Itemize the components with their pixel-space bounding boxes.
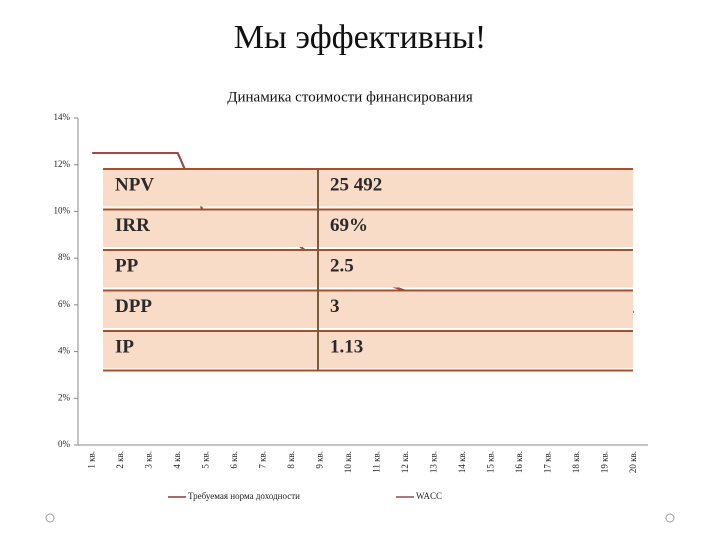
- x-tick-label: 4 кв.: [172, 451, 182, 469]
- y-tick-label: 6%: [58, 299, 71, 309]
- y-tick-label: 4%: [58, 346, 71, 356]
- y-tick-label: 14%: [54, 112, 71, 122]
- table-cell: PP: [115, 256, 139, 277]
- y-tick-label: 8%: [58, 252, 71, 262]
- decor-dot: [665, 513, 675, 523]
- table-cell: 2.5: [330, 256, 354, 277]
- table-row: [103, 170, 633, 207]
- y-tick-label: 10%: [54, 205, 71, 215]
- x-tick-label: 20 кв.: [628, 451, 638, 473]
- x-tick-label: 10 кв.: [343, 451, 353, 473]
- table-cell: 69%: [330, 215, 368, 236]
- x-tick-label: 19 кв.: [599, 451, 609, 473]
- table-cell: 25 492: [330, 175, 382, 196]
- table-row: [103, 291, 633, 328]
- x-tick-label: 3 кв.: [143, 451, 153, 469]
- table-row: [103, 251, 633, 288]
- y-tick-label: 0%: [58, 439, 71, 449]
- legend-label: WACC: [416, 491, 442, 501]
- x-tick-label: 1 кв.: [86, 451, 96, 469]
- x-tick-label: 14 кв.: [457, 451, 467, 473]
- x-tick-label: 9 кв.: [314, 451, 324, 469]
- table-cell: 3: [330, 296, 340, 317]
- x-tick-label: 15 кв.: [485, 451, 495, 473]
- table-cell: IP: [115, 337, 134, 358]
- y-tick-label: 12%: [54, 159, 71, 169]
- table-cell: DPP: [115, 296, 152, 317]
- x-tick-label: 13 кв.: [428, 451, 438, 473]
- table: NPV 25 492 IRR 69% PP 2.5 DPP 3 IP 1.13: [103, 168, 633, 372]
- slide-title: Мы эффективны!: [234, 19, 486, 56]
- table-row: [103, 210, 633, 247]
- chart-title: Динамика стоимости финансирования: [227, 89, 473, 105]
- x-tick-label: 12 кв.: [400, 451, 410, 473]
- table-row: [103, 332, 633, 369]
- x-tick-label: 8 кв.: [286, 451, 296, 469]
- decor-dot: [45, 513, 55, 523]
- table-cell: 1.13: [330, 337, 363, 358]
- x-tick-label: 5 кв.: [200, 451, 210, 469]
- x-tick-label: 2 кв.: [115, 451, 125, 469]
- x-tick-label: 6 кв.: [229, 451, 239, 469]
- table-cell: IRR: [115, 215, 150, 236]
- x-tick-label: 16 кв.: [514, 451, 524, 473]
- x-tick-label: 11 кв.: [371, 451, 381, 473]
- y-tick-label: 2%: [58, 392, 71, 402]
- x-tick-label: 17 кв.: [542, 451, 552, 473]
- x-tick-label: 7 кв.: [257, 451, 267, 469]
- x-tick-label: 18 кв.: [571, 451, 581, 473]
- table-cell: NPV: [115, 175, 154, 196]
- legend-label: Требуемая норма доходности: [188, 491, 300, 501]
